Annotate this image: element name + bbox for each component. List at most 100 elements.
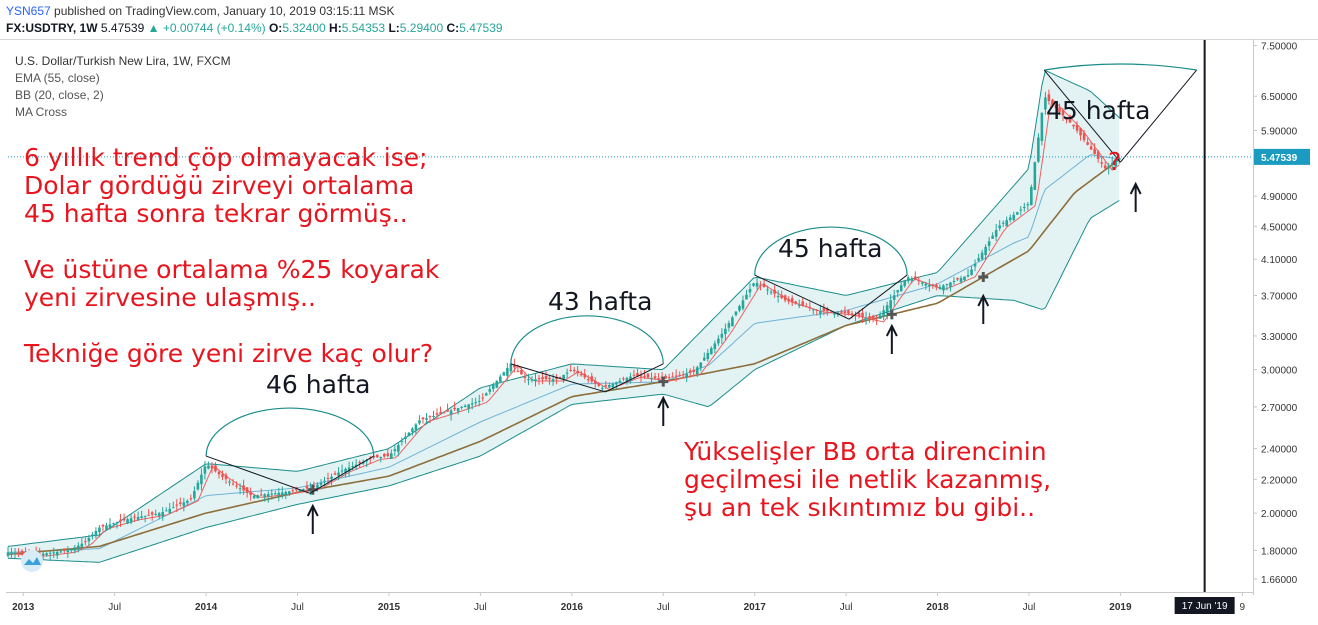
candle-body [1037,137,1040,162]
plot-area[interactable] [0,39,1318,592]
candle-body [147,514,150,516]
candle-body [45,553,48,555]
candle-body [1019,209,1023,211]
price-axis[interactable]: 7.50000 6.50000 5.90000 4.90000 4.50000 4.100… [1253,39,1310,595]
candle-body [133,516,136,518]
candle-body [1110,163,1114,165]
candle-body [864,317,868,319]
candle-body [143,515,147,517]
candle-body [1079,128,1082,136]
candle-body [790,298,794,303]
candle-body [55,551,59,556]
candle-body [889,300,892,309]
candle-body [375,454,379,458]
open-label: O: [268,21,283,35]
candle-body [829,311,833,313]
indicator-bb[interactable]: BB (20, close, 2) [15,88,104,102]
up-arrow-head [977,293,990,307]
candle-body [576,370,579,374]
candle-body [435,413,439,415]
candle-body [847,310,850,314]
candle-body [200,474,203,485]
candle-body [217,471,221,475]
trend-line-up [848,274,908,320]
candle-body [439,411,442,414]
candle-body [840,311,843,313]
candle-body [731,317,734,327]
candle-body [1093,149,1096,155]
time-tick-label: Jul [108,602,121,613]
price-tick-label: 4.10000 [1261,255,1298,266]
candle-body [1047,94,1051,102]
candle-body [340,470,344,472]
trend-line-down [205,455,311,494]
candle-body [980,252,984,259]
candle-body [1040,112,1044,141]
candle-body [1065,118,1068,120]
candle-body [699,362,703,368]
candle-body [875,319,878,321]
up-arrow-head [1129,181,1142,195]
candle-body [421,417,425,420]
candle-body [101,524,105,527]
open-value: 5.32400 [282,21,326,35]
candle-body [924,283,928,286]
candle-body [1072,124,1075,127]
time-tick-label: 2018 [926,602,949,613]
candle-body [73,547,77,551]
candle-body [724,328,727,335]
bb-lower-line [7,200,1120,563]
candle-body [1068,115,1072,123]
candle-body [966,275,970,277]
candle-body [759,284,762,286]
candle-body [259,494,263,496]
candle-body [407,432,411,437]
candle-body [896,290,900,293]
candle-body [1089,146,1093,150]
trend-line-down [1043,69,1121,163]
candle-body [769,291,773,293]
time-tick-label: Jul [657,602,670,613]
candle-body [667,377,671,379]
candle-body [84,541,87,543]
candle-body [491,384,495,389]
indicator-ema[interactable]: EMA (55, close) [15,71,100,85]
period-arc [1044,63,1197,71]
candle-body [910,278,914,281]
low-value: 5.29400 [399,21,444,35]
candle-body [442,412,446,414]
candle-body [854,315,857,317]
candle-body [597,383,601,386]
author-link[interactable]: YSN657 [6,4,51,18]
candle-body [495,380,499,388]
candle-body [541,376,544,380]
candle-body [1086,142,1089,145]
tv-logo-icon [21,550,43,572]
candle-body [558,376,562,378]
candle-body [319,482,323,485]
candle-body [502,372,506,376]
candle-body [333,473,337,475]
candle-body [1096,151,1100,159]
candle-body [748,289,752,293]
candle-body [1033,162,1037,190]
candle-body [643,376,646,378]
candle-body [921,282,924,284]
candle-body [959,278,963,282]
ma-cross-marker [978,271,989,282]
candle-body [734,311,738,316]
candle-body [382,454,386,457]
candle-body [228,481,231,483]
indicator-ma-cross[interactable]: MA Cross [15,105,68,119]
candle-body [316,484,319,488]
time-axis[interactable]: 2013 Jul 2014 Jul 2015 Jul 2016 Jul 2017 Jul 2018 J… [6,592,1253,614]
candle-body [186,500,189,504]
candle-body [129,518,133,523]
candle-body [604,385,608,387]
candle-body [899,285,903,292]
candle-body [425,418,428,420]
price-tick-label: 3.30000 [1261,332,1298,343]
candle-body [804,306,808,308]
candle-body [593,380,597,384]
